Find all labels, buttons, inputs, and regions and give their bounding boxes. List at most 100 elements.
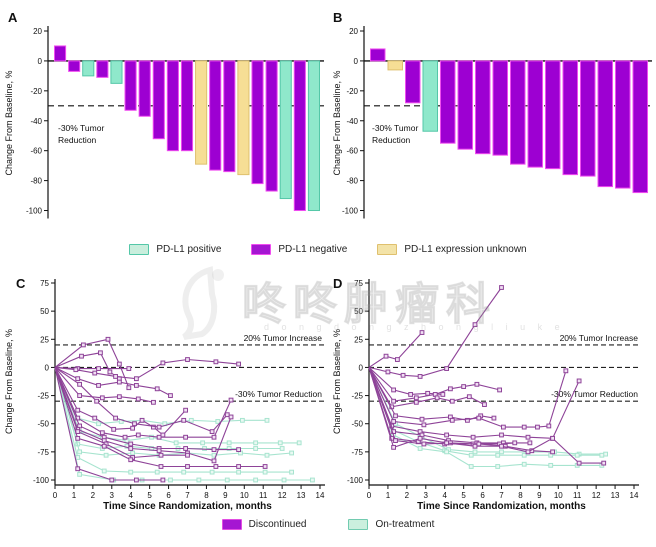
data-point-marker (264, 452, 270, 458)
y-axis-title: Change From Baseline, % (4, 329, 14, 434)
y-tick-label: 25 (354, 335, 363, 344)
data-point-marker (211, 458, 217, 464)
data-point-marker (474, 381, 480, 387)
data-point-marker (421, 441, 427, 447)
x-axis-title: Time Since Randomization, months (103, 501, 272, 512)
y-axis: 20 0 -20 -40 -60 -80 -100 (26, 25, 49, 219)
refline-annotation: -30% Tumor Reduction (235, 389, 322, 399)
spider-series-group (54, 336, 315, 483)
x-tick-label: 7 (499, 491, 504, 500)
data-point-marker (135, 396, 141, 402)
data-point-marker (132, 421, 137, 427)
data-point-marker (449, 417, 455, 423)
data-point-marker (215, 419, 221, 424)
x-tick-label: 3 (110, 491, 115, 500)
data-point-marker (77, 393, 83, 398)
data-point-marker (122, 434, 128, 440)
data-point-marker (461, 384, 467, 389)
bar (251, 60, 264, 185)
data-point-marker (209, 469, 215, 475)
data-point-marker (75, 466, 81, 472)
data-point-marker (472, 449, 478, 455)
data-point-marker (499, 432, 504, 438)
bar (265, 60, 278, 192)
bar (110, 60, 123, 84)
data-point-marker (449, 398, 455, 404)
data-point-marker (185, 452, 190, 458)
y-axis-title: Change From Baseline, % (332, 70, 342, 175)
y-tick-label: 75 (40, 279, 49, 288)
data-point-marker (135, 432, 141, 438)
data-point-marker (156, 434, 162, 440)
panel-label: A (8, 10, 18, 25)
data-point-marker (253, 446, 259, 451)
refline-annotation: 20% Tumor Increase (560, 333, 639, 343)
x-tick-label: 12 (278, 491, 287, 500)
bar (166, 60, 179, 152)
y-tick-label: -80 (30, 177, 42, 186)
pdl1-positive-legend-item: PD-L1 positive (129, 244, 221, 255)
bar (82, 60, 95, 77)
data-point-marker (156, 448, 162, 454)
data-point-marker (80, 342, 86, 348)
data-point-marker (262, 464, 268, 469)
data-point-marker (546, 423, 552, 429)
data-point-marker (525, 434, 531, 440)
x-tick-label: 3 (424, 491, 429, 500)
treatment-status-legend: Discontinued On-treatment (0, 519, 656, 530)
data-point-marker (113, 374, 118, 379)
data-point-marker (160, 360, 166, 366)
data-point-marker (156, 424, 162, 430)
spider-line (54, 367, 188, 459)
x-tick-label: 11 (259, 491, 268, 500)
data-point-marker (400, 372, 406, 378)
data-point-marker (444, 432, 450, 438)
y-tick-label: -20 (346, 87, 358, 96)
data-point-marker (482, 402, 487, 407)
data-point-marker (94, 398, 100, 404)
data-point-marker (99, 395, 105, 401)
data-point-marker (113, 415, 118, 421)
data-point-marker (73, 367, 79, 373)
bars (54, 45, 321, 212)
x-tick-label: 4 (442, 491, 447, 500)
spider-line (54, 367, 154, 403)
bar (632, 60, 648, 194)
data-point-marker (574, 452, 580, 458)
ontreatment-swatch (348, 519, 369, 530)
data-point-marker (521, 452, 527, 458)
data-point-marker (158, 464, 164, 469)
data-point-marker (394, 357, 400, 362)
data-point-marker (521, 461, 527, 467)
data-point-marker (253, 477, 259, 483)
pdl1-negative-legend-item: PD-L1 negative (251, 244, 347, 255)
y-tick-label: 20 (33, 27, 42, 36)
x-tick-label: 0 (367, 491, 372, 500)
spider-line (368, 367, 604, 464)
data-point-marker (393, 438, 398, 443)
spider-line (368, 367, 602, 456)
data-point-marker (264, 417, 270, 423)
data-point-marker (160, 432, 166, 438)
bar (209, 60, 222, 171)
y-tick-label: -100 (33, 476, 50, 485)
x-tick-label: 14 (630, 491, 639, 500)
data-point-marker (128, 457, 134, 463)
data-point-marker (149, 434, 154, 440)
spider-line (54, 366, 129, 370)
data-point-marker (563, 368, 569, 374)
data-point-marker (476, 415, 482, 421)
data-point-marker (228, 397, 234, 403)
data-point-marker (239, 417, 245, 423)
refline-annotation: -30% Tumor Reduction (551, 389, 638, 399)
y-tick-label: -25 (351, 392, 363, 401)
x-tick-label: 10 (240, 491, 249, 500)
data-point-marker (96, 421, 101, 427)
y-tick-label: -80 (346, 177, 358, 186)
spider-line (54, 366, 171, 397)
data-point-marker (289, 469, 295, 475)
data-point-marker (224, 477, 230, 483)
data-point-marker (466, 394, 472, 400)
spider-line (54, 367, 313, 481)
